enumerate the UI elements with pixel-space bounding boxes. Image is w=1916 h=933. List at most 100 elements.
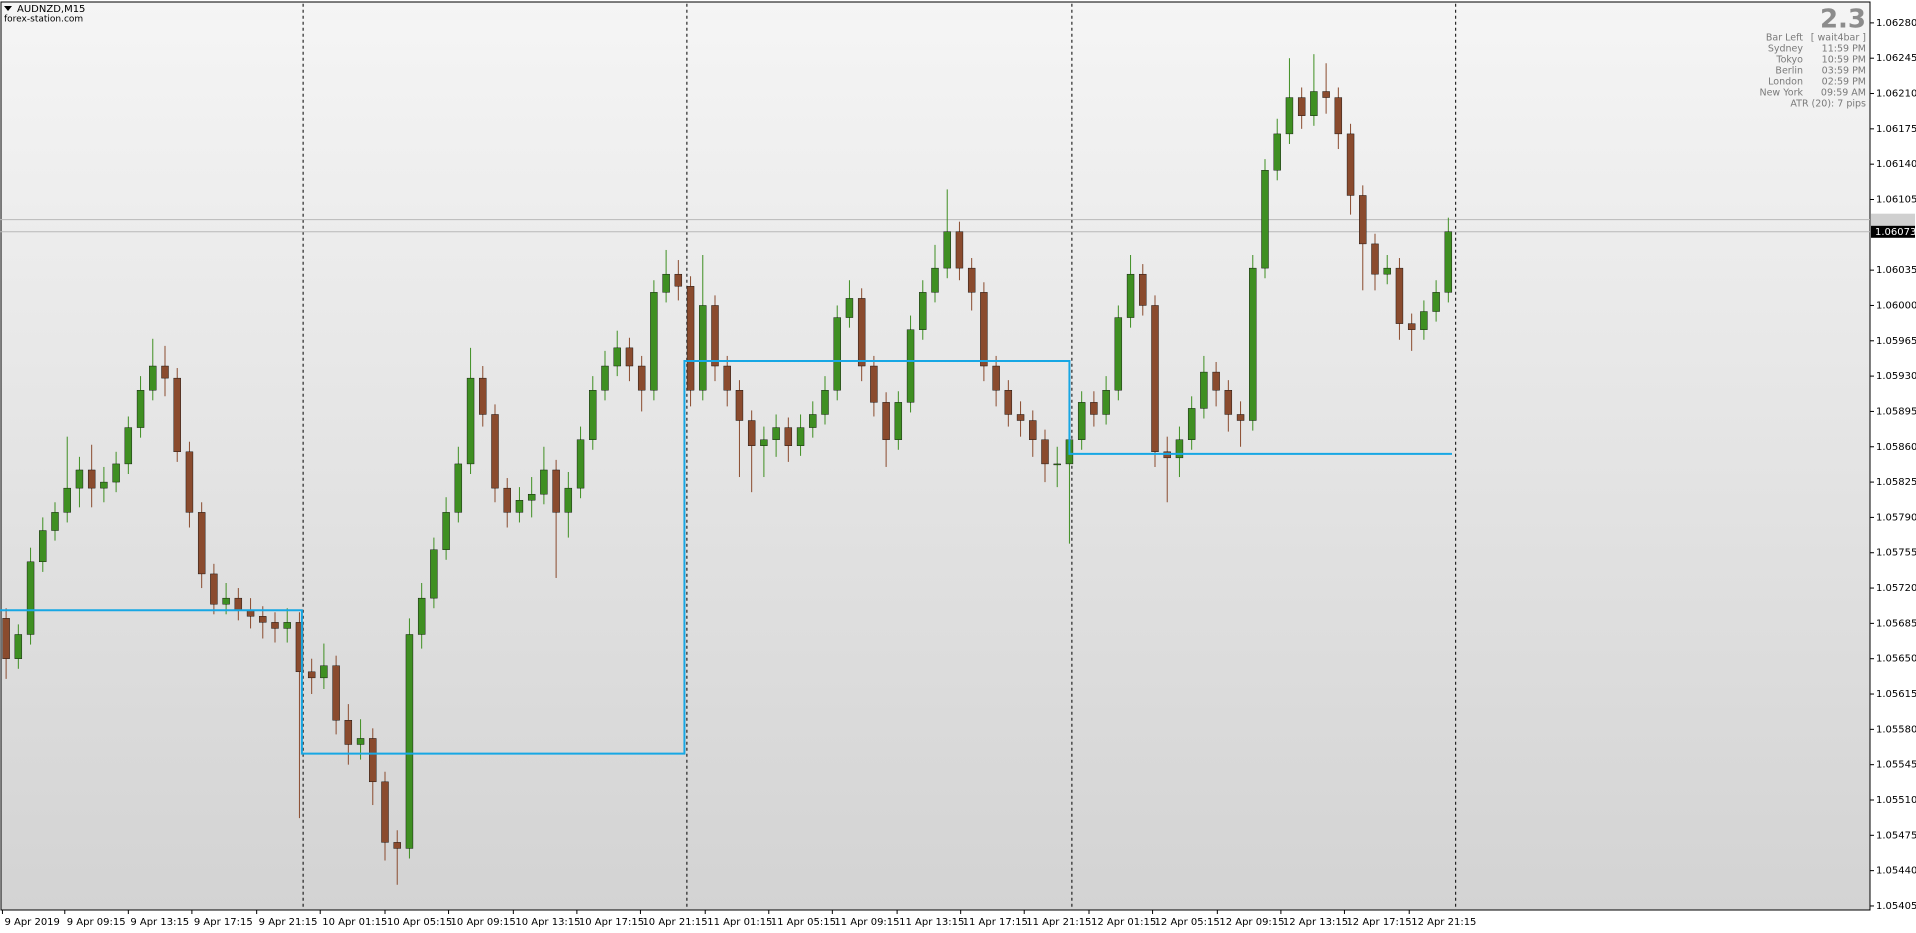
candle-body [100,481,108,489]
candle-body [136,390,145,428]
candle-body [271,622,279,629]
x-tick-label: 12 Apr 17:15 [1346,917,1411,928]
x-tick-label: 9 Apr 21:15 [259,917,318,928]
candle-body [430,549,438,599]
bid-label: 1.06073 [1875,227,1916,238]
y-tick-label: 1.06175 [1876,124,1916,135]
x-tick-label: 10 Apr 21:15 [642,917,707,928]
candle-body [320,665,328,679]
candle-body [381,781,389,843]
candle-body [760,439,768,446]
candle-body [1273,133,1281,171]
candle-body [992,365,1000,391]
candle-body [210,573,218,605]
candle-body [369,738,377,783]
candle-body [51,512,59,531]
candle-body [185,451,194,513]
y-tick-label: 1.06245 [1876,53,1916,64]
candle-body [295,622,304,673]
candle-body [1444,231,1453,293]
candle-body [955,231,964,269]
candle-body [589,390,597,440]
y-tick-label: 1.05440 [1876,866,1916,877]
candle-body [1359,195,1367,245]
candle-body [442,512,450,550]
candle-body [515,500,524,513]
candle-body [723,365,731,391]
candle-body [1407,323,1416,330]
candle-body [75,469,84,489]
candle-body [833,317,841,391]
y-tick-label: 1.05930 [1876,371,1916,382]
y-tick-label: 1.06140 [1876,159,1916,170]
source: forex-station.com [4,15,83,25]
x-tick-label: 11 Apr 21:15 [1026,917,1091,928]
y-tick-label: 1.05965 [1876,336,1916,347]
y-tick-label: 1.05475 [1876,830,1916,841]
plot-area [0,1,1871,911]
candle-body [124,427,133,465]
candle-body [491,414,499,489]
candle-body [1310,91,1318,116]
candle-body [1200,371,1208,409]
candle-body [1077,402,1086,440]
candle-body [283,622,291,629]
candle-body [967,267,976,293]
candle-body [1041,439,1049,465]
candle-body [503,487,511,513]
info-value: 11:59 PM [1822,44,1866,55]
candle-body [1249,267,1257,421]
candle-body [479,377,487,415]
candle-body [931,267,939,293]
candle-body [197,512,206,575]
candle-body [466,377,475,465]
candle-body [980,292,988,367]
candle-body [1334,97,1343,135]
candle-body [1175,439,1184,459]
ask-label-box [1871,213,1915,226]
candle-body [149,365,157,391]
x-tick-label: 12 Apr 21:15 [1411,917,1476,928]
candle-body [1139,273,1147,306]
candle-body [1297,97,1306,116]
candle-body [1432,292,1440,312]
x-tick-label: 12 Apr 05:15 [1155,917,1220,928]
info-atr: ATR (20): 7 pips [1790,99,1866,110]
candle-body [14,634,23,659]
candle-body [735,390,744,421]
y-tick-label: 1.05790 [1876,512,1916,523]
x-tick-label: 11 Apr 05:15 [771,917,836,928]
candle-body [650,292,658,391]
candle-body [307,671,316,679]
candle-body [63,487,71,513]
candle-body [1016,414,1025,421]
candle-body [1163,451,1171,459]
candle-body [173,377,181,453]
y-tick-label: 1.05545 [1876,760,1916,771]
y-tick-label: 1.06105 [1876,194,1916,205]
candle-body [259,616,267,623]
candle-body [1236,414,1245,421]
info-label: Tokyo [1775,55,1803,66]
candle-body [161,365,169,379]
info-label: Berlin [1775,66,1803,77]
info-value: 02:59 PM [1822,77,1866,88]
y-tick-label: 1.05895 [1876,406,1916,417]
x-tick-label: 10 Apr 17:15 [579,917,644,928]
candle-body [540,469,548,495]
candle-body [1346,133,1355,196]
info-value: [ wait4bar ] [1811,33,1866,44]
candle-body [637,365,646,391]
info-label: London [1768,77,1803,88]
candle-body [870,365,878,403]
x-tick-label: 9 Apr 2019 [4,917,59,928]
candle-body [405,634,414,849]
candle-body [1053,463,1061,466]
candle-body [393,842,401,849]
info-label: Bar Left [1766,33,1803,44]
candle-body [26,561,35,635]
y-tick-label: 1.06000 [1876,300,1916,311]
candle-body [332,665,340,721]
x-tick-label: 11 Apr 17:15 [963,917,1028,928]
candle-body [821,390,829,415]
